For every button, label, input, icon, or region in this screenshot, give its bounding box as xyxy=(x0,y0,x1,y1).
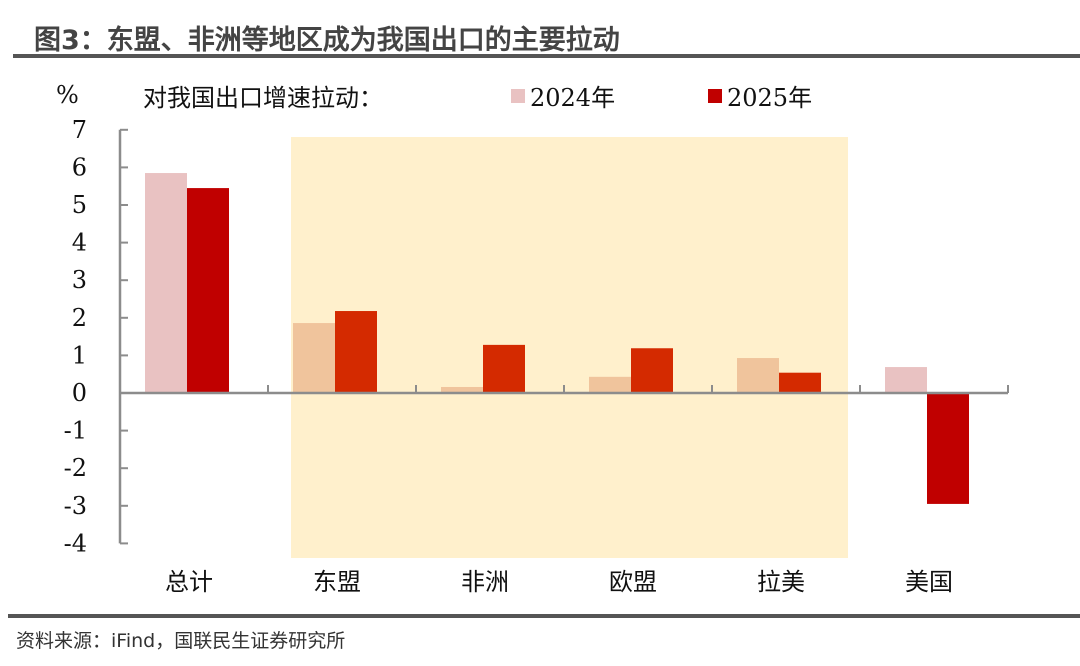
y-tick-label: -3 xyxy=(64,492,87,520)
bar xyxy=(483,344,525,393)
x-tick-label: 总计 xyxy=(165,568,213,596)
bar-chart: % 对我国出口增速拉动： 2024年 2025年 7 6 5 4 3 2 1 0 -1 -2 -3 -4 总计 东… xyxy=(56,81,1009,596)
x-tick-label: 东盟 xyxy=(313,568,361,596)
bar xyxy=(737,358,779,393)
y-tick-label: 3 xyxy=(72,266,87,294)
bar xyxy=(335,311,377,393)
y-axis-unit: % xyxy=(56,81,79,109)
bar xyxy=(293,323,335,393)
legend-swatch xyxy=(708,89,722,103)
bar xyxy=(441,386,483,393)
x-tick-label: 欧盟 xyxy=(609,568,657,596)
x-tick-label: 拉美 xyxy=(757,568,805,596)
y-tick-label: 6 xyxy=(72,153,87,181)
y-tick-label: -1 xyxy=(64,417,87,445)
chart-title: 图3：东盟、非洲等地区成为我国出口的主要拉动 xyxy=(34,25,620,56)
bar xyxy=(145,173,187,393)
y-tick-label: 2 xyxy=(72,304,87,332)
y-tick-label: 5 xyxy=(72,191,87,219)
bar xyxy=(927,393,969,504)
legend-label: 2025年 xyxy=(727,84,812,112)
x-tick-label: 非洲 xyxy=(461,568,509,596)
bar xyxy=(631,348,673,393)
bar xyxy=(589,376,631,393)
y-tick-label: 1 xyxy=(72,341,87,369)
footer-divider xyxy=(8,614,1080,618)
highlight-band xyxy=(291,137,848,558)
source-note: 资料来源：iFind，国联民生证券研究所 xyxy=(16,630,346,652)
bar xyxy=(885,367,927,393)
y-tick-label: -4 xyxy=(64,529,87,557)
legend-label: 2024年 xyxy=(530,84,615,112)
chart-subtitle: 对我国出口增速拉动： xyxy=(143,84,383,112)
x-tick-label: 美国 xyxy=(905,568,953,596)
y-tick-label: -2 xyxy=(64,454,87,482)
y-tick-label: 0 xyxy=(72,379,87,407)
y-tick-label: 7 xyxy=(72,116,87,144)
bar xyxy=(187,188,229,393)
y-tick-label: 4 xyxy=(72,229,87,257)
bar xyxy=(779,372,821,393)
legend-swatch xyxy=(511,89,525,103)
title-divider xyxy=(13,54,1080,58)
